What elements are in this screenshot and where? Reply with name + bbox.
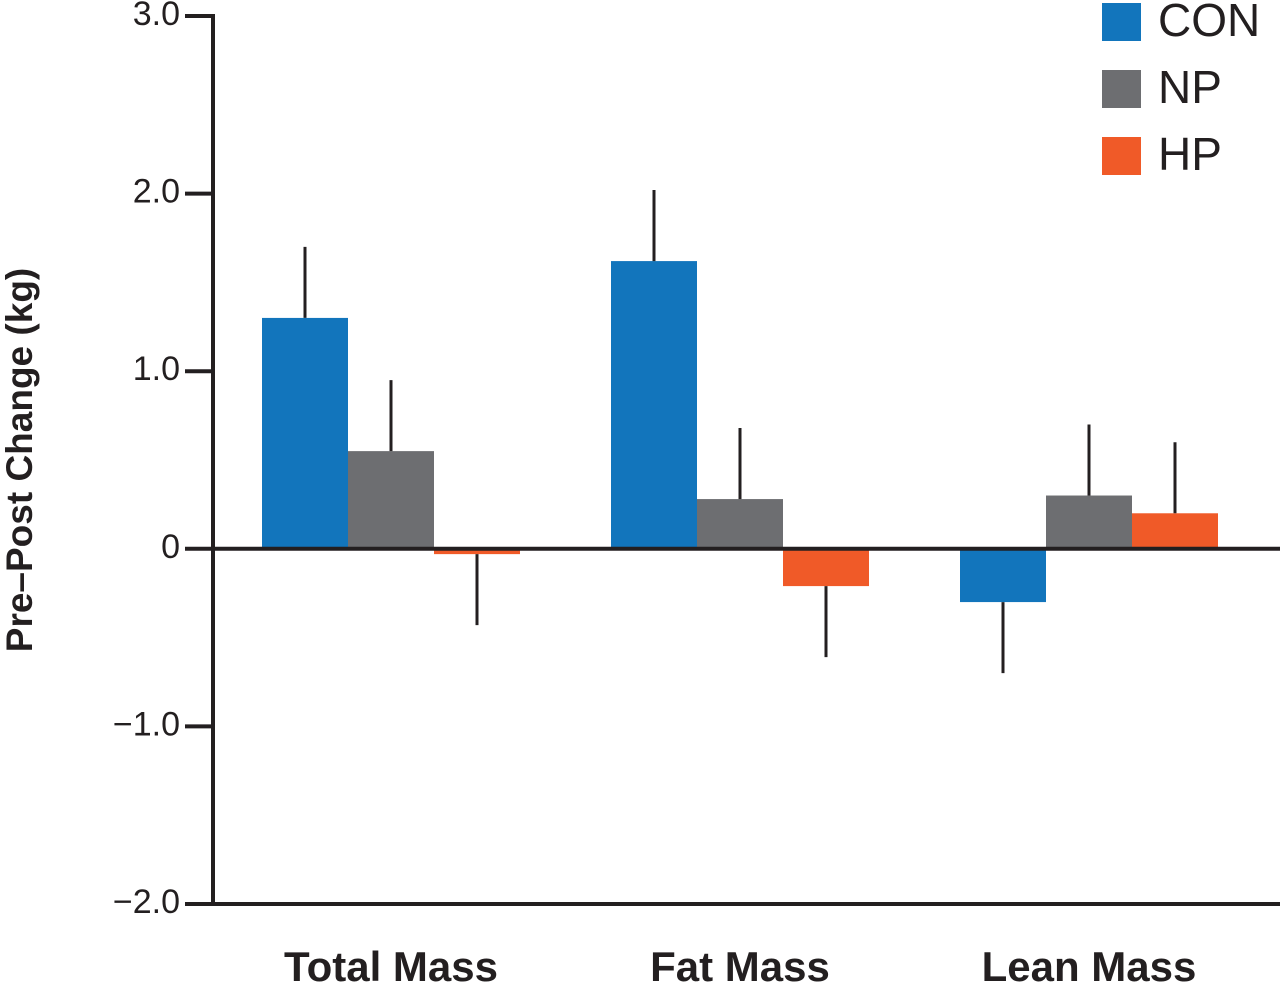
legend-label: NP [1158, 61, 1222, 113]
y-axis-label: Pre–Post Change (kg) [0, 268, 40, 652]
bar [960, 548, 1046, 603]
legend-swatch [1102, 137, 1141, 175]
y-tick-label: 3.0 [133, 0, 180, 33]
legend-label: HP [1158, 128, 1222, 180]
bar [262, 317, 348, 549]
bar [434, 548, 520, 555]
bar [783, 548, 869, 587]
bar [1132, 513, 1218, 549]
bar [697, 499, 783, 549]
legend-swatch [1102, 70, 1141, 108]
x-tick-label: Fat Mass [650, 943, 830, 989]
y-tick-label: 1.0 [133, 350, 180, 388]
bar [1046, 495, 1132, 549]
legend-label: CON [1158, 0, 1260, 46]
bar [348, 451, 434, 549]
legend-swatch [1102, 3, 1141, 41]
y-tick-label: 0 [161, 528, 180, 566]
y-tick-label: −1.0 [113, 705, 180, 743]
x-tick-label: Lean Mass [982, 943, 1197, 989]
y-tick-label: 2.0 [133, 173, 180, 211]
bar [611, 261, 697, 549]
x-tick-label: Total Mass [284, 943, 498, 989]
y-tick-label: −2.0 [113, 883, 180, 921]
